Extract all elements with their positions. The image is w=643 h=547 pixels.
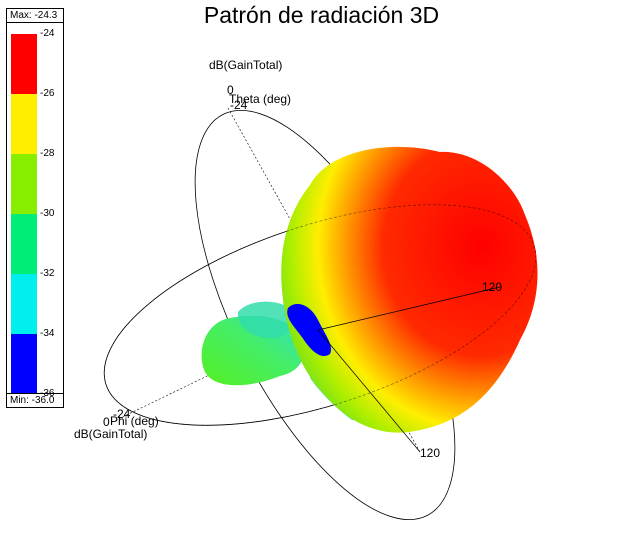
chart-title: Patrón de radiación 3D (203, 2, 440, 28)
color-legend: Max: -24.3 Min: -36.0 -24 -26 -28 -30 -32 -34… (6, 8, 64, 408)
legend-min-label: Min: -36.0 (7, 393, 63, 407)
phi-tick-120: 120 (420, 446, 440, 460)
null-region (287, 304, 332, 357)
legend-color-bands (11, 34, 37, 394)
legend-max-label: Max: -24.3 (7, 9, 63, 23)
legend-tick-label: -34 (40, 328, 55, 339)
main-lobe (281, 146, 538, 433)
legend-tick-label: -24 (40, 28, 55, 39)
legend-tick-label: -32 (40, 268, 55, 279)
legend-band-4 (11, 274, 37, 334)
axis-lines-front (103, 204, 537, 453)
theta-tick-min: -24 (230, 98, 248, 112)
legend-tick-label: -30 (40, 208, 55, 219)
theta-tick-0: 0 (227, 83, 234, 97)
legend-band-3 (11, 214, 37, 274)
theta-axis-label: Theta (deg) (229, 92, 291, 106)
legend-tick-label: -36 (40, 388, 55, 399)
phi-axis-label: Phi (deg) (110, 414, 159, 428)
legend-tick-label: -26 (40, 88, 55, 99)
legend-band-1 (11, 94, 37, 154)
phi-qty-label: dB(GainTotal) (74, 427, 147, 441)
theta-tick-120: 120 (482, 280, 502, 294)
legend-band-5 (11, 334, 37, 394)
phi-tick-min: -24 (113, 407, 131, 421)
legend-band-2 (11, 154, 37, 214)
phi-tick-0: 0 (103, 415, 110, 429)
theta-qty-label: dB(GainTotal) (209, 58, 282, 72)
legend-band-0 (11, 34, 37, 94)
legend-tick-label: -28 (40, 148, 55, 159)
